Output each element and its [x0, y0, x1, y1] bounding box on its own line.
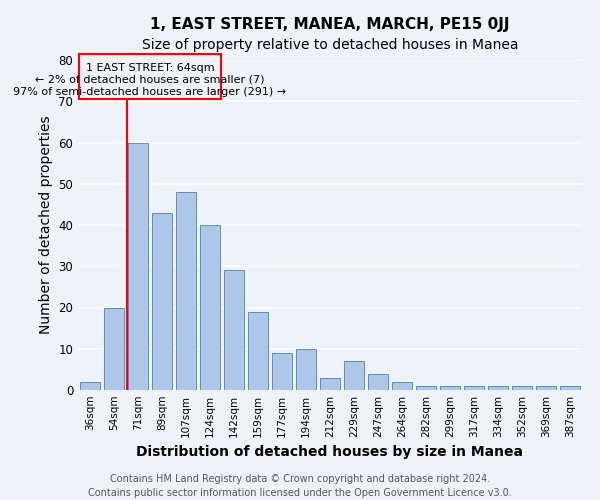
- Bar: [248, 312, 268, 390]
- Bar: [296, 349, 316, 390]
- Bar: [200, 225, 220, 390]
- Bar: [79, 54, 221, 99]
- Text: ← 2% of detached houses are smaller (7): ← 2% of detached houses are smaller (7): [35, 74, 265, 85]
- Bar: [416, 386, 436, 390]
- Text: 97% of semi-detached houses are larger (291) →: 97% of semi-detached houses are larger (…: [13, 87, 287, 97]
- Bar: [536, 386, 556, 390]
- Bar: [104, 308, 124, 390]
- Y-axis label: Number of detached properties: Number of detached properties: [39, 116, 53, 334]
- Text: Contains HM Land Registry data © Crown copyright and database right 2024.
Contai: Contains HM Land Registry data © Crown c…: [88, 474, 512, 498]
- Text: 1 EAST STREET: 64sqm: 1 EAST STREET: 64sqm: [86, 64, 214, 74]
- Bar: [488, 386, 508, 390]
- Bar: [344, 361, 364, 390]
- Bar: [272, 353, 292, 390]
- Bar: [464, 386, 484, 390]
- Bar: [320, 378, 340, 390]
- Bar: [368, 374, 388, 390]
- Bar: [224, 270, 244, 390]
- Bar: [560, 386, 580, 390]
- X-axis label: Distribution of detached houses by size in Manea: Distribution of detached houses by size …: [137, 446, 523, 460]
- Bar: [128, 142, 148, 390]
- Bar: [176, 192, 196, 390]
- Bar: [392, 382, 412, 390]
- Text: Size of property relative to detached houses in Manea: Size of property relative to detached ho…: [142, 38, 518, 52]
- Bar: [512, 386, 532, 390]
- Bar: [80, 382, 100, 390]
- Text: 1, EAST STREET, MANEA, MARCH, PE15 0JJ: 1, EAST STREET, MANEA, MARCH, PE15 0JJ: [150, 18, 510, 32]
- Bar: [152, 212, 172, 390]
- Bar: [440, 386, 460, 390]
